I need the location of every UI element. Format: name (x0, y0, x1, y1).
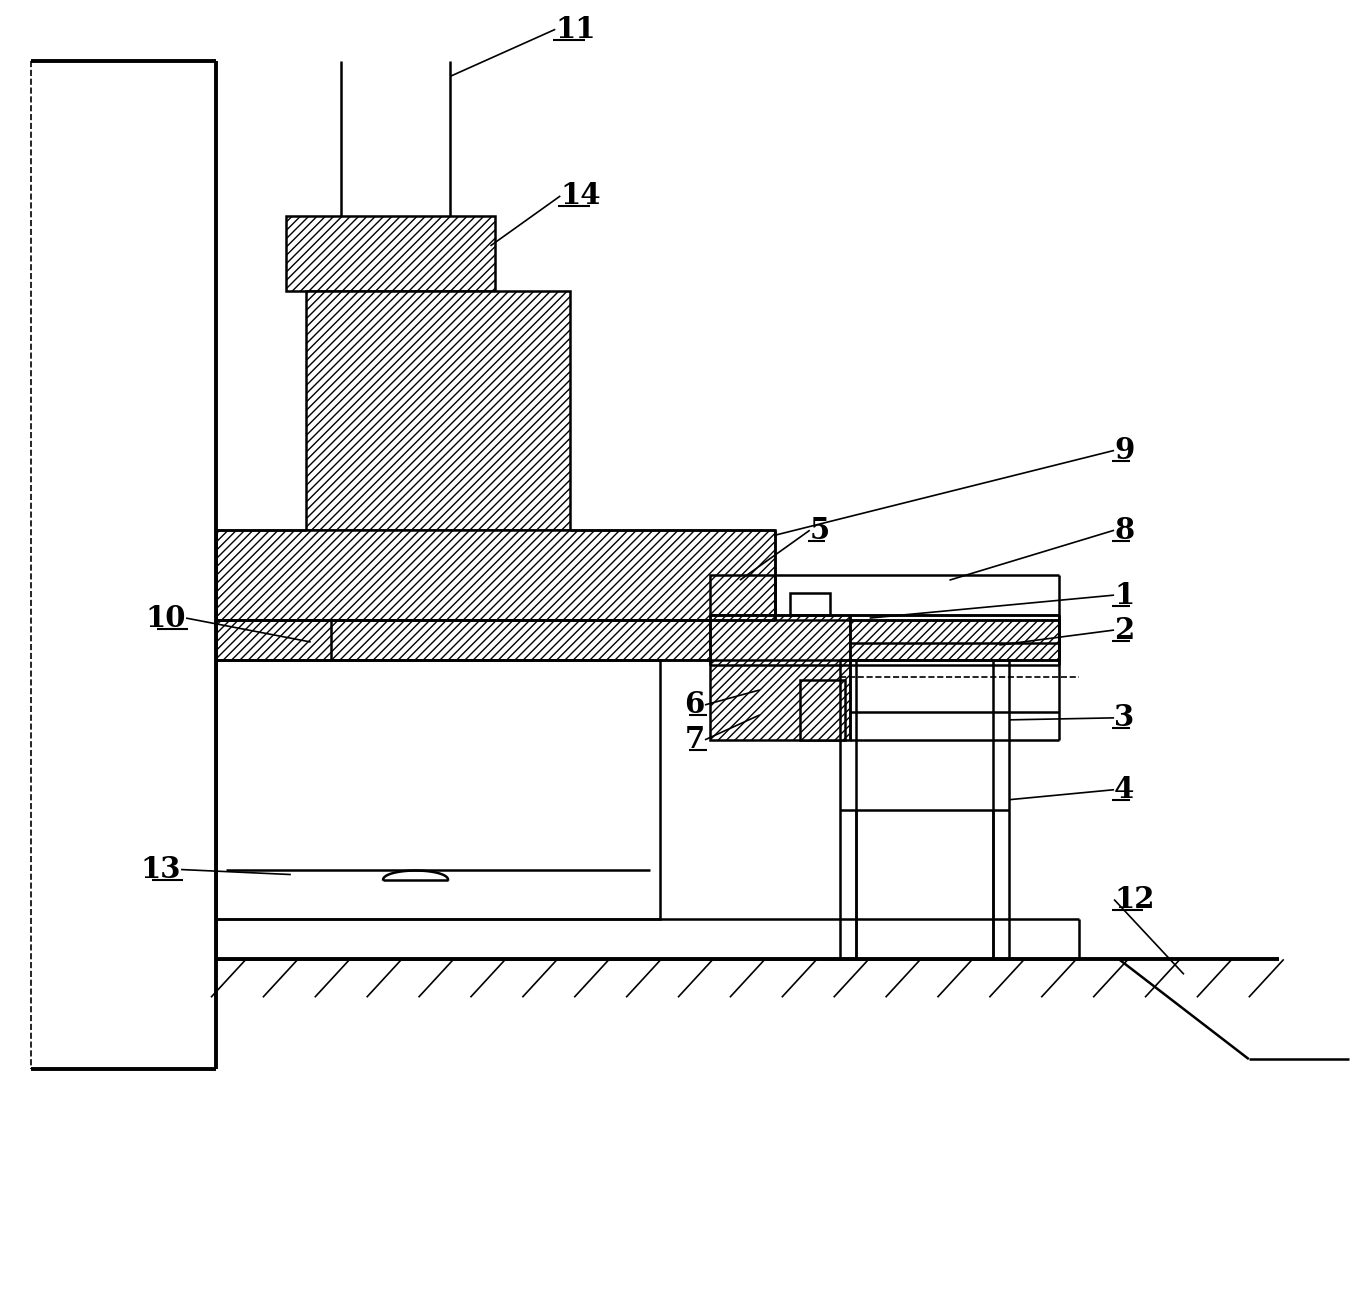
Text: 4: 4 (1114, 776, 1135, 804)
Text: 8: 8 (1114, 516, 1135, 545)
Text: 12: 12 (1114, 886, 1154, 914)
Text: 14: 14 (560, 182, 601, 211)
Bar (216, 620, 1060, 660)
Bar (216, 660, 660, 920)
Text: 13: 13 (141, 855, 181, 884)
Bar (216, 531, 775, 620)
Bar (286, 216, 496, 291)
Text: 11: 11 (556, 14, 596, 43)
Bar (305, 291, 571, 531)
Text: 10: 10 (145, 604, 186, 633)
Text: 1: 1 (1114, 580, 1135, 609)
Text: 5: 5 (809, 516, 830, 545)
Text: 9: 9 (1114, 436, 1135, 465)
Text: 7: 7 (684, 726, 705, 755)
Text: 3: 3 (1114, 703, 1135, 732)
Bar (711, 575, 775, 616)
Bar (799, 680, 845, 740)
Bar (711, 616, 850, 740)
Bar (790, 593, 830, 616)
Text: 2: 2 (1114, 616, 1135, 645)
Text: 6: 6 (684, 690, 705, 719)
